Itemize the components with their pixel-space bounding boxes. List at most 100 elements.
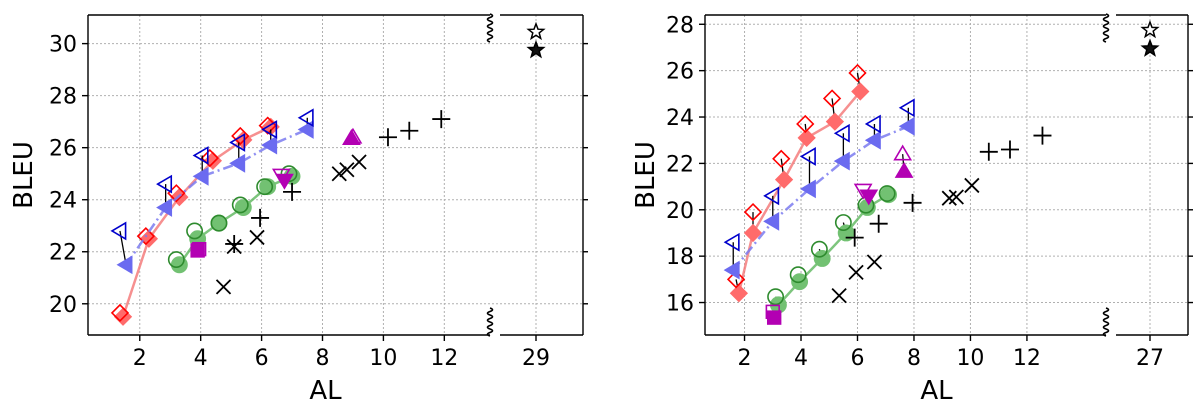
filled-marker-triangle-up: [894, 161, 914, 178]
x-tick-label: 4: [794, 346, 808, 371]
hollow-marker-triangle-left: [723, 232, 740, 252]
y-axis-label: BLEU: [631, 141, 661, 209]
y-axis-label: BLEU: [9, 141, 39, 209]
x-tick-label: 8: [316, 346, 330, 371]
filled-marker-diamond: [797, 128, 816, 148]
series-line-blue: [125, 128, 308, 266]
hollow-marker-triangle-left: [297, 108, 314, 128]
hollow-marker-circle: [767, 288, 785, 306]
hollow-marker-circle: [810, 240, 828, 258]
filled-marker-circle: [813, 250, 831, 267]
x-tick-label: 6: [255, 346, 269, 371]
hollow-marker-triangle-left: [156, 174, 173, 194]
plus-marker: [1000, 140, 1019, 159]
hollow-marker-triangle-down: [853, 183, 873, 200]
hollow-marker-diamond: [822, 89, 842, 108]
filled-marker-triangle-left: [799, 179, 816, 199]
hollow-marker-diamond: [796, 114, 815, 134]
filled-marker-triangle-left: [192, 166, 209, 186]
star-marker-filled: [526, 39, 546, 59]
hollow-marker-triangle-left: [799, 147, 816, 166]
axis-break-mark: [1102, 13, 1110, 43]
y-tick-label: 16: [666, 292, 694, 317]
axis-break-mark: [1102, 307, 1110, 337]
x-marker: [339, 162, 355, 178]
filled-marker-triangle-left: [116, 255, 133, 275]
plus-marker: [903, 193, 922, 212]
x-marker: [331, 166, 347, 182]
hollow-marker-triangle-down: [271, 168, 291, 185]
x-marker: [848, 264, 864, 281]
star-marker-hollow: [1140, 19, 1160, 39]
y-tick-label: 22: [49, 241, 77, 266]
x-tick-label: 10: [956, 346, 984, 371]
x-tick-label: 8: [907, 346, 921, 371]
hollow-marker-circle: [167, 251, 185, 269]
filled-marker-diamond: [743, 223, 763, 243]
series-line-red: [737, 90, 862, 294]
hollow-marker-triangle-left: [229, 133, 246, 152]
y-tick-label: 20: [49, 293, 77, 318]
y-tick-label: 26: [666, 60, 694, 85]
y-tick-label: 30: [49, 33, 77, 58]
star-marker-hollow: [526, 21, 546, 41]
filled-marker-triangle-left: [156, 198, 173, 217]
filled-marker-diamond: [729, 284, 749, 303]
plus-marker: [378, 128, 397, 147]
hollow-marker-triangle-left: [833, 123, 850, 143]
x-tick-label: 2: [133, 346, 147, 371]
filled-marker-diamond: [825, 112, 845, 131]
plus-marker: [283, 182, 302, 201]
y-tick-label: 24: [49, 189, 77, 214]
hollow-marker-diamond: [848, 63, 867, 83]
y-tick-label: 20: [666, 199, 694, 224]
x-tick-label: 6: [850, 346, 864, 371]
y-tick-label: 24: [666, 106, 694, 131]
hollow-marker-square: [765, 304, 780, 320]
x-tick-label: 4: [194, 346, 208, 371]
hollow-marker-diamond: [726, 270, 746, 289]
plus-marker: [251, 208, 270, 227]
hollow-marker-diamond: [136, 227, 155, 246]
hollow-marker-circle: [789, 266, 807, 284]
hollow-marker-triangle-left: [864, 114, 881, 134]
hollow-marker-triangle-left: [763, 186, 780, 206]
x-tick-label: 29: [522, 346, 550, 371]
x-marker: [249, 229, 265, 246]
y-tick-label: 28: [49, 85, 77, 110]
hollow-marker-diamond: [110, 303, 130, 323]
filled-marker-triangle-left: [261, 135, 278, 155]
x-axis-label: AL: [309, 376, 342, 405]
x-marker: [831, 287, 847, 304]
hollow-marker-triangle-up: [343, 127, 363, 144]
filled-marker-triangle-left: [763, 211, 780, 231]
plus-marker: [845, 228, 864, 247]
x-marker: [866, 254, 883, 270]
hollow-marker-circle: [210, 214, 228, 232]
plus-marker: [400, 121, 419, 140]
plus-marker: [225, 234, 244, 253]
hollow-marker-circle: [878, 185, 896, 203]
x-tick-label: 10: [369, 346, 397, 371]
hollow-marker-triangle-left: [192, 146, 209, 165]
y-tick-label: 28: [666, 13, 694, 38]
x-marker: [964, 177, 980, 194]
x-tick-label: 12: [430, 346, 458, 371]
plus-marker: [432, 110, 451, 129]
filled-marker-triangle-left: [229, 153, 246, 173]
axis-break-mark: [486, 307, 494, 337]
plus-marker: [869, 214, 888, 233]
series-line-red: [121, 125, 272, 318]
filled-marker-triangle-left: [723, 260, 740, 280]
hollow-marker-triangle-up: [893, 144, 913, 161]
y-tick-label: 22: [666, 152, 694, 177]
hollow-marker-triangle-left: [110, 221, 127, 241]
hollow-marker-triangle-left: [898, 98, 915, 118]
filled-marker-triangle-left: [833, 151, 850, 171]
axis-break-mark: [486, 13, 494, 43]
y-tick-label: 26: [49, 137, 77, 162]
filled-marker-triangle-left: [864, 130, 881, 150]
x-axis-label: AL: [920, 376, 953, 405]
